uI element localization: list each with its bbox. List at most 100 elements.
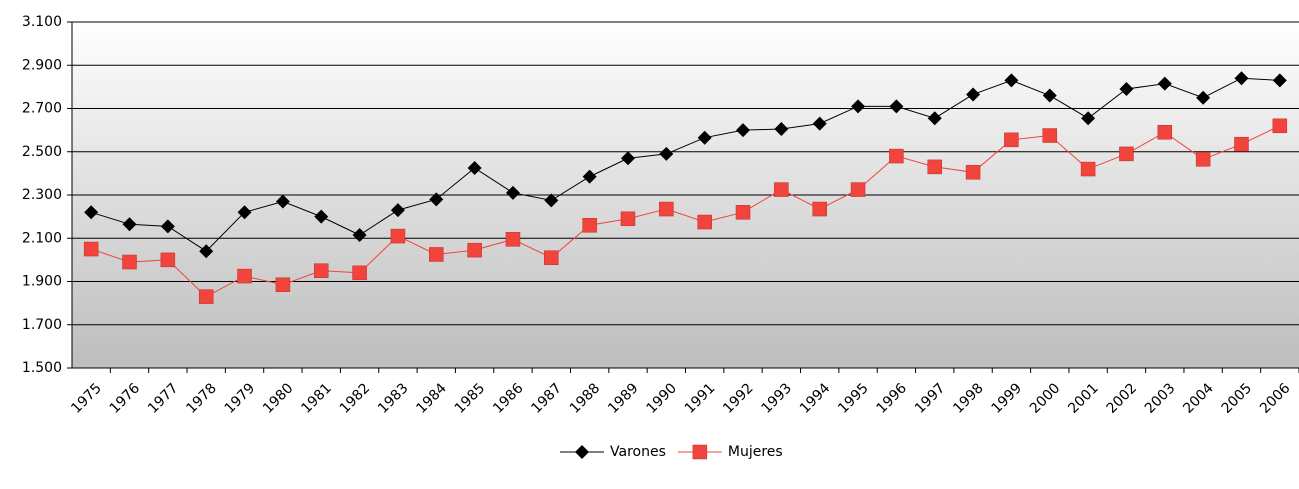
y-tick-label: 2.500 [22,144,62,160]
point [160,219,175,234]
x-tick-label: 1975 [68,380,105,417]
point [1004,73,1019,88]
point [237,268,252,284]
point [505,185,520,200]
point [735,205,751,220]
point [122,254,137,270]
legend-marker [692,444,708,460]
point [889,148,904,164]
point [659,146,674,161]
x-tick-label: 1980 [260,380,297,417]
point [313,263,329,278]
point [429,192,444,207]
x-tick-label: 1992 [720,380,757,417]
series-line [91,77,1280,252]
point [889,99,904,114]
point [965,165,981,180]
point [1080,161,1096,177]
point [199,244,214,259]
x-tick-label: 1991 [682,380,719,417]
x-tick-label: 1999 [989,380,1026,417]
x-tick-label: 1998 [950,380,987,417]
point [620,151,635,166]
y-tick-label: 1.900 [22,274,62,290]
point [237,205,252,220]
point [198,289,214,304]
point [505,232,521,247]
point [1042,88,1057,103]
x-tick-label: 2004 [1180,380,1217,417]
point [1157,76,1172,91]
point [544,193,559,208]
point [1042,128,1058,143]
x-tick-label: 1984 [413,380,450,417]
point [1157,125,1173,140]
legend-label: Varones [610,444,666,460]
point [160,252,176,268]
x-tick-label: 1987 [528,380,565,417]
x-tick-label: 1979 [222,380,259,417]
x-tick-label: 2000 [1027,380,1064,417]
x-tick-label: 1982 [337,380,374,417]
x-tick-label: 1996 [874,380,911,417]
y-tick-label: 2.700 [22,101,62,117]
x-tick-label: 1977 [145,380,182,417]
x-tick-label: 2001 [1065,380,1102,417]
point [966,87,981,102]
point [850,182,866,197]
point [275,277,291,292]
point [1081,111,1096,126]
x-tick-label: 1976 [107,380,144,417]
point [1234,71,1249,86]
x-tick-label: 1989 [605,380,642,417]
point [467,160,482,175]
point [774,122,789,137]
point [352,228,367,243]
point [620,211,636,227]
point [314,209,329,224]
point [659,201,674,217]
y-tick-label: 2.300 [22,187,62,203]
point [812,201,827,217]
x-tick-label: 2003 [1142,380,1179,417]
point [697,130,712,145]
point [1004,132,1019,148]
point [582,218,597,233]
x-tick-label: 1981 [298,380,335,417]
point [84,205,99,220]
point [390,228,406,244]
point [582,169,597,184]
point [851,99,866,114]
point [697,214,712,230]
x-tick-label: 1978 [183,380,220,417]
y-tick-label: 2.100 [22,230,62,246]
x-tick-label: 1995 [835,380,872,417]
x-tick-label: 1986 [490,380,527,417]
point [774,182,789,197]
point [736,123,751,138]
point [1234,136,1249,152]
x-tick-label: 1997 [912,380,949,417]
point [429,247,444,262]
point [927,111,942,126]
point [352,265,367,281]
x-tick-label: 1988 [567,380,604,417]
point [812,116,827,131]
x-tick-label: 1985 [452,380,489,417]
y-tick-label: 1.700 [22,317,62,333]
y-tick-label: 3.100 [22,14,62,30]
x-tick-label: 2002 [1104,380,1141,417]
x-tick-label: 1983 [375,380,412,417]
point [390,203,405,218]
x-tick-label: 1990 [643,380,680,417]
point [83,241,99,257]
y-tick-label: 2.900 [22,57,62,73]
point [1119,146,1134,162]
point [1195,152,1211,167]
point [1196,90,1211,105]
point [1272,118,1288,134]
point [1272,73,1287,88]
x-tick-label: 1994 [797,380,834,417]
point [1119,82,1134,97]
